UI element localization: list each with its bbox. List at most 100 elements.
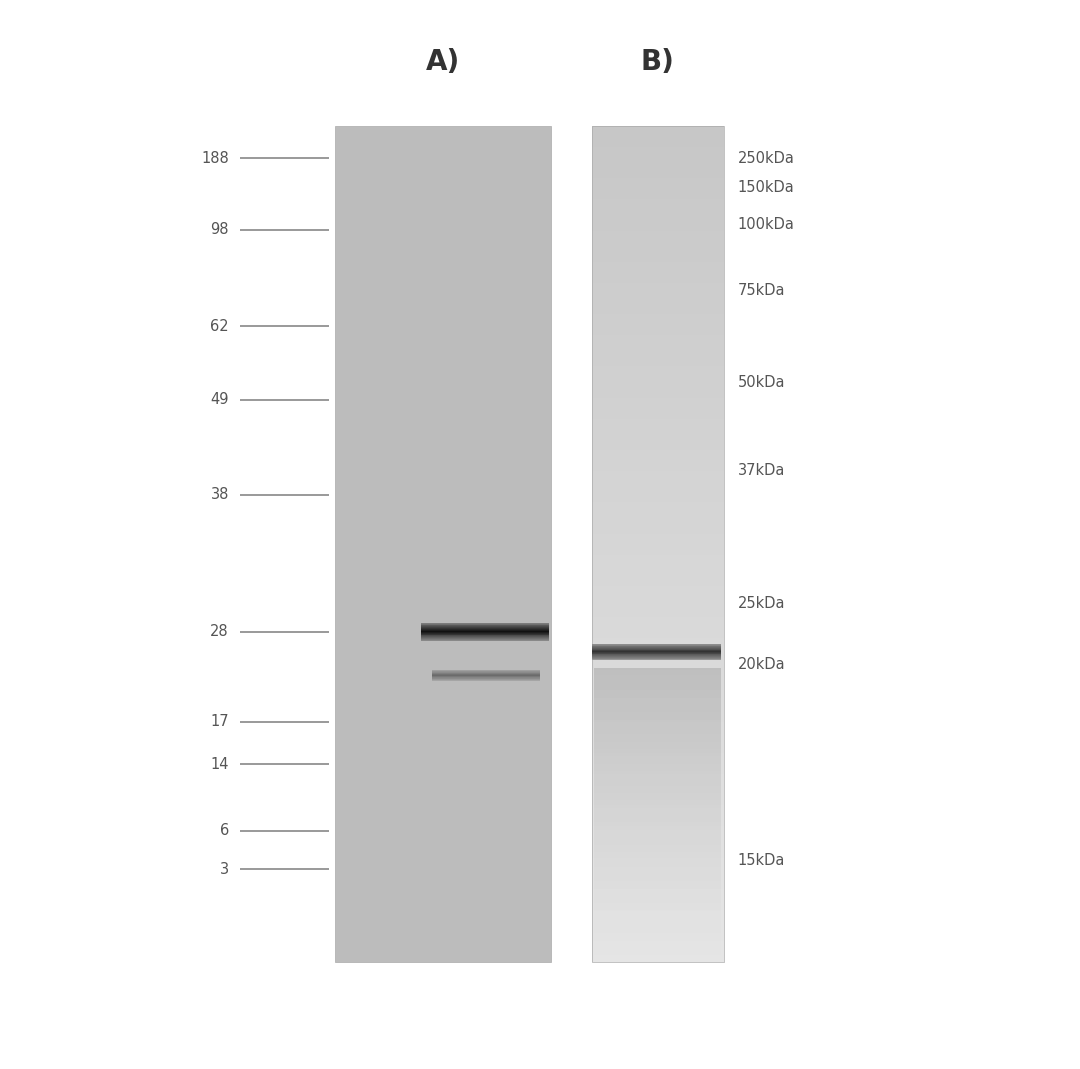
Bar xyxy=(594,778,721,786)
Bar xyxy=(594,719,721,727)
Text: 20kDa: 20kDa xyxy=(738,657,785,672)
Bar xyxy=(594,712,721,719)
Bar xyxy=(592,805,724,816)
Text: 3: 3 xyxy=(220,862,229,877)
Text: 17: 17 xyxy=(211,714,229,729)
Bar xyxy=(592,439,724,450)
Bar xyxy=(594,896,721,903)
Bar xyxy=(592,377,724,387)
Bar xyxy=(592,283,724,293)
Bar xyxy=(592,680,724,691)
Bar xyxy=(592,607,724,617)
Bar xyxy=(592,920,724,931)
Text: 25kDa: 25kDa xyxy=(738,597,785,611)
Bar xyxy=(592,471,724,481)
Text: 49: 49 xyxy=(211,392,229,407)
Text: 188: 188 xyxy=(201,151,229,166)
Bar xyxy=(594,845,721,852)
Bar xyxy=(592,743,724,753)
Bar xyxy=(592,722,724,732)
Bar xyxy=(594,955,721,962)
Bar xyxy=(592,868,724,879)
Bar xyxy=(592,544,724,555)
Bar xyxy=(592,533,724,544)
Bar xyxy=(592,345,724,356)
Bar xyxy=(592,398,724,408)
Bar xyxy=(335,126,551,962)
Bar xyxy=(592,857,724,868)
Bar xyxy=(592,502,724,513)
Bar xyxy=(592,586,724,597)
Bar xyxy=(592,879,724,889)
Bar xyxy=(594,727,721,734)
Bar xyxy=(592,701,724,711)
Text: 37kDa: 37kDa xyxy=(738,463,785,478)
Text: 38: 38 xyxy=(211,487,229,502)
Bar xyxy=(592,481,724,492)
Bar xyxy=(592,785,724,795)
Bar xyxy=(592,899,724,910)
Bar xyxy=(592,826,724,837)
Bar xyxy=(594,734,721,742)
Bar xyxy=(594,763,721,771)
Bar xyxy=(592,262,724,273)
Bar xyxy=(592,220,724,231)
Bar xyxy=(592,126,724,137)
Bar xyxy=(592,367,724,377)
Bar xyxy=(592,461,724,471)
Bar xyxy=(592,597,724,607)
Bar xyxy=(592,732,724,743)
Bar xyxy=(594,793,721,801)
Bar xyxy=(594,757,721,763)
Bar xyxy=(594,881,721,888)
Bar xyxy=(592,774,724,785)
Bar xyxy=(592,628,724,638)
Bar xyxy=(592,669,724,680)
Text: 100kDa: 100kDa xyxy=(738,217,795,232)
Bar xyxy=(592,941,724,951)
Bar xyxy=(592,691,724,701)
Bar xyxy=(592,555,724,566)
Bar xyxy=(594,932,721,940)
Bar xyxy=(592,649,724,660)
Bar xyxy=(594,947,721,955)
Bar xyxy=(594,786,721,793)
Bar xyxy=(592,492,724,502)
Bar xyxy=(594,852,721,859)
Bar xyxy=(594,822,721,830)
Bar xyxy=(592,889,724,899)
Bar xyxy=(594,691,721,697)
Bar xyxy=(592,837,724,847)
Bar xyxy=(594,859,721,867)
Bar xyxy=(592,951,724,962)
Bar xyxy=(592,356,724,367)
Bar xyxy=(592,242,724,251)
Bar xyxy=(594,815,721,822)
Bar xyxy=(592,795,724,805)
Bar xyxy=(592,660,724,669)
Bar xyxy=(594,888,721,896)
Bar xyxy=(594,903,721,911)
Bar xyxy=(592,847,724,857)
Bar xyxy=(592,931,724,941)
Bar xyxy=(592,523,724,533)
Bar xyxy=(594,771,721,778)
Bar xyxy=(592,126,724,962)
Bar xyxy=(592,816,724,826)
Bar xyxy=(594,837,721,845)
Bar xyxy=(594,808,721,815)
Bar xyxy=(592,711,724,722)
Bar xyxy=(592,336,724,345)
Bar xyxy=(594,874,721,881)
Bar xyxy=(592,575,724,586)
Bar xyxy=(592,157,724,168)
Text: 250kDa: 250kDa xyxy=(738,151,795,166)
Text: 6: 6 xyxy=(219,823,229,838)
Bar xyxy=(594,749,721,757)
Bar xyxy=(594,697,721,704)
Bar xyxy=(592,419,724,429)
Bar xyxy=(592,387,724,398)
Text: 150kDa: 150kDa xyxy=(738,180,795,195)
Bar xyxy=(592,617,724,628)
Bar xyxy=(592,137,724,148)
